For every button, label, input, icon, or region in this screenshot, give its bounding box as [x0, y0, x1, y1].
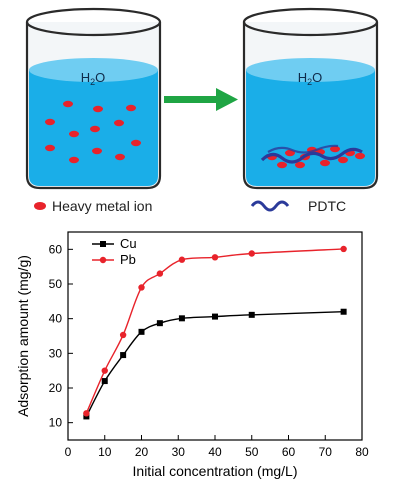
x-tick-label: 10 [98, 445, 112, 459]
water-surface-right [246, 58, 375, 82]
x-tick-label: 50 [245, 445, 259, 459]
x-axis-ticks: 0 10 20 30 40 50 60 70 80 [65, 435, 369, 459]
y-tick-label: 50 [49, 277, 63, 291]
point-cu [156, 320, 163, 327]
beaker-left-label: H2O [81, 70, 106, 87]
point-pb [83, 410, 90, 417]
y-tick-label: 20 [49, 381, 63, 395]
x-tick-label: 30 [172, 445, 186, 459]
heavy-metal-ions-left [45, 100, 141, 164]
point-pb [138, 284, 145, 291]
y-tick-label: 30 [49, 346, 63, 360]
x-axis-label: Initial concentration (mg/L) [133, 463, 298, 479]
series-line-pb [85, 248, 344, 414]
point-pb [119, 331, 127, 339]
y-tick-label: 60 [49, 242, 63, 256]
point-pb [340, 245, 347, 253]
point-cu [248, 311, 255, 318]
series-line-cu [85, 311, 344, 417]
legend-label-cu: Cu [120, 236, 137, 251]
series-layer [83, 245, 347, 420]
point-cu [212, 313, 218, 320]
pdtc-legend-label: PDTC [308, 198, 346, 214]
y-tick-label: 10 [49, 416, 63, 430]
beaker-left: H2O [25, 7, 162, 190]
legend-marker-pb [99, 256, 107, 264]
schematic-legend: Heavy metal ion PDTC [34, 198, 346, 214]
point-pb [211, 254, 219, 261]
beaker-right-label: H2O [298, 70, 323, 87]
point-cu [101, 378, 108, 385]
point-cu [120, 352, 127, 359]
pdtc-chain-2 [267, 144, 339, 154]
pdtc-legend-marker [250, 200, 290, 212]
water-right [246, 70, 375, 186]
point-cu [340, 308, 347, 315]
point-cu [178, 315, 185, 322]
x-tick-label: 40 [208, 445, 222, 459]
x-tick-label: 20 [135, 445, 149, 459]
water-surface-left [29, 58, 158, 82]
ion-legend-label: Heavy metal ion [52, 198, 152, 214]
x-tick-label: 80 [355, 445, 369, 459]
y-tick-label: 40 [49, 312, 63, 326]
legend-label-pb: Pb [120, 252, 136, 267]
point-cu [138, 328, 145, 335]
x-tick-label: 0 [65, 445, 72, 459]
x-tick-label: 60 [282, 445, 296, 459]
point-pb [248, 250, 255, 257]
legend-marker-cu [100, 241, 106, 247]
process-arrow [164, 88, 238, 111]
pdtc-chain [260, 147, 363, 164]
point-pb [101, 367, 108, 374]
ion-legend-marker [34, 202, 46, 210]
x-tick-label: 70 [319, 445, 333, 459]
y-axis-ticks: 10 20 30 40 50 60 [49, 242, 73, 430]
point-pb [178, 256, 186, 263]
plot-frame [67, 231, 363, 441]
point-pb [156, 270, 164, 277]
beaker-right: H2O [242, 7, 379, 190]
y-axis-label: Adsorption amount (mg/g) [15, 255, 31, 417]
